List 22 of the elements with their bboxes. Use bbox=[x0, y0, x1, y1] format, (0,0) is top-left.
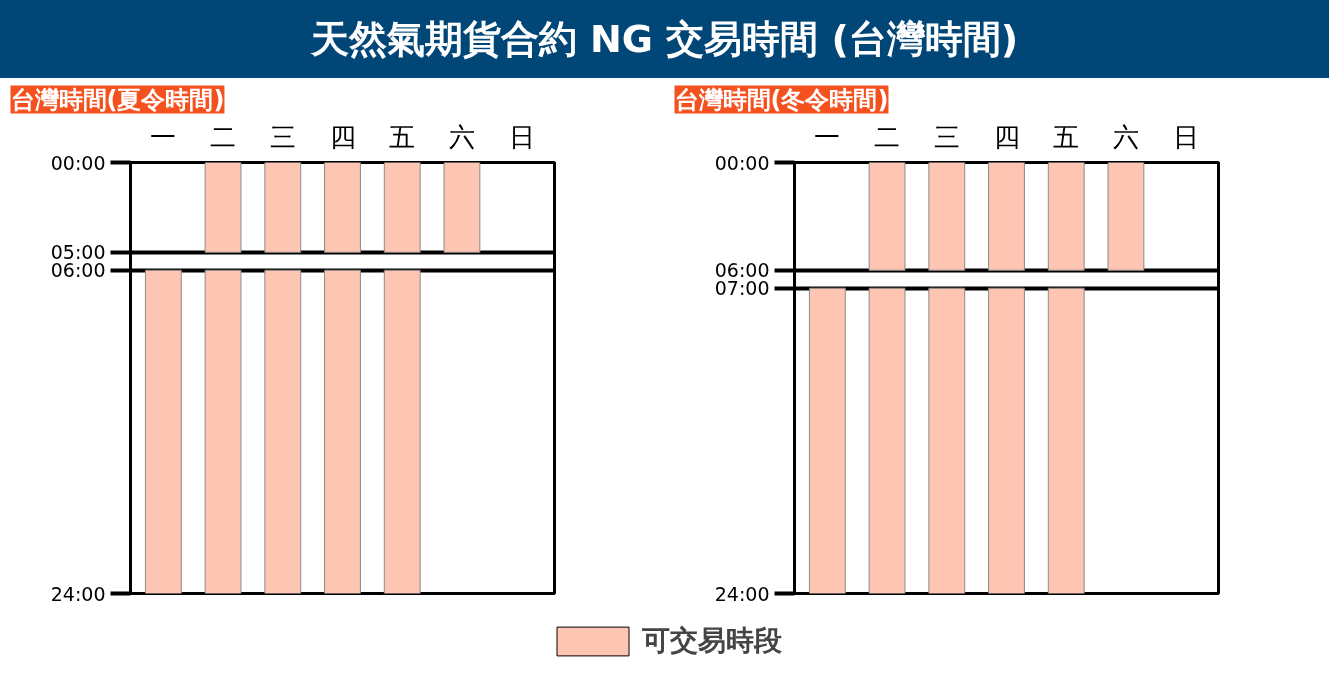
y-tick-label: 00:00 bbox=[714, 151, 770, 174]
y-tick-label: 00:00 bbox=[50, 151, 106, 174]
x-tick-label: 二 bbox=[874, 121, 901, 152]
x-tick-label: 三 bbox=[933, 121, 960, 152]
x-tick-label: 一 bbox=[150, 121, 177, 152]
x-tick-label: 一 bbox=[814, 121, 841, 152]
x-tick-label: 四 bbox=[993, 121, 1020, 152]
x-tick-label: 日 bbox=[508, 121, 535, 152]
legend-label: 可交易時段 bbox=[642, 622, 782, 659]
y-tick-label: 24:00 bbox=[50, 582, 106, 605]
x-tick-label: 三 bbox=[269, 121, 296, 152]
x-tick-label: 六 bbox=[1112, 121, 1139, 152]
chart-subtitle: 台灣時間(冬令時間) bbox=[674, 85, 889, 114]
text: 天然氣期貨合約 NG 交易時間 (台灣時間) bbox=[310, 16, 1019, 63]
x-tick-label: 五 bbox=[1053, 121, 1080, 152]
x-tick-label: 日 bbox=[1172, 121, 1199, 152]
chart-subtitle: 台灣時間(夏令時間) bbox=[10, 85, 225, 114]
y-tick-label: 24:00 bbox=[714, 582, 770, 605]
x-tick-label: 六 bbox=[448, 121, 475, 152]
x-tick-label: 二 bbox=[210, 121, 237, 152]
x-tick-label: 五 bbox=[389, 121, 416, 152]
x-tick-label: 四 bbox=[329, 121, 356, 152]
